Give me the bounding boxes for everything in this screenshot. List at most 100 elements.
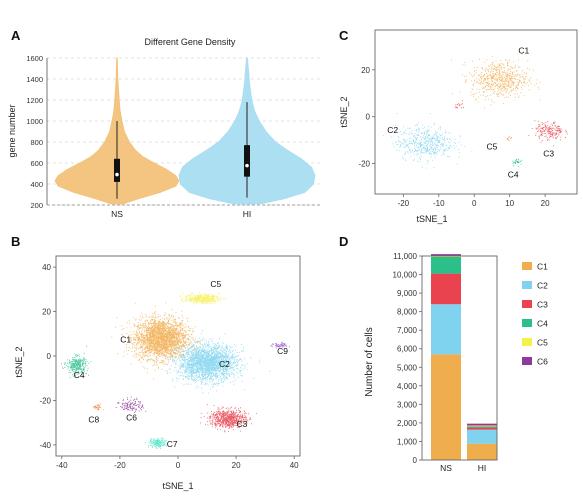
violin-y-tick-label: 1200	[26, 96, 43, 105]
legend-label-c3: C3	[537, 300, 548, 310]
cluster-label-c9: C9	[277, 346, 288, 356]
violin-y-tick-label: 1600	[26, 54, 43, 63]
legend-swatch-c4	[522, 319, 532, 327]
bar-ns-c4	[431, 256, 461, 274]
scatter-y-tick-label: 0	[47, 352, 52, 361]
cluster-label-c4: C4	[74, 370, 85, 380]
bar-frame	[421, 255, 498, 461]
bar-ns-c3	[431, 273, 461, 305]
bar-x-tick-label: NS	[440, 463, 452, 473]
bar-hi-c6	[467, 423, 497, 426]
bar-hi-c4	[467, 426, 497, 428]
violin-y-tick-label: 600	[30, 159, 43, 168]
cluster-label-c6: C6	[126, 412, 137, 422]
scatter-y-tick-label: -20	[358, 160, 370, 169]
bar-y-tick-label: 4,000	[397, 382, 418, 391]
legend-label-c4: C4	[537, 319, 548, 329]
violin-y-tick-label: 200	[30, 201, 43, 210]
legend-swatch-c6	[522, 357, 532, 365]
scatter-cluster-c5	[506, 136, 512, 142]
legend-swatch-c5	[522, 338, 532, 346]
violin-x-tick-label: HI	[243, 209, 252, 219]
panel-letter-d: D	[339, 234, 348, 249]
scatter-cluster-c1	[111, 302, 205, 380]
tsne-all-x-axis-label: tSNE_1	[162, 481, 193, 491]
scatter-x-tick-label: 20	[541, 199, 550, 208]
bar-y-tick-label: 11,000	[393, 252, 417, 261]
scatter-cluster-c4	[61, 345, 92, 379]
scatter-cluster-c7	[144, 437, 167, 449]
bar-hi-c2	[467, 429, 497, 444]
stacked-bar-y-axis-label: Number of cells	[364, 327, 375, 396]
scatter-x-tick-label: -20	[114, 461, 126, 470]
cluster-label-c3: C3	[236, 419, 247, 429]
stacked-bar-chart: 0 1,000 2,000 3,000 4,000 5,000 6,000 7,000 8,00…	[364, 252, 548, 473]
bar-y-tick-label: 10,000	[393, 271, 418, 280]
stacked-bar-series	[431, 254, 497, 460]
tsne-all-y-axis-label: tSNE_2	[14, 346, 24, 377]
bar-y-tick-label: 0	[413, 456, 418, 465]
tsne-all-points	[61, 292, 290, 449]
bar-y-tick-label: 7,000	[397, 326, 418, 335]
bar-x-tick-label: HI	[478, 463, 487, 473]
legend-label-c5: C5	[537, 338, 548, 348]
scatter-x-tick-label: -10	[433, 199, 445, 208]
tsne-hi-chart: -20 -10 0 10 20 -20 0 20 C1 C2 C3 C4 C5 tSNE_1 tSNE…	[339, 29, 578, 224]
legend-swatch-c2	[522, 281, 532, 289]
cluster-label-c8: C8	[88, 415, 99, 425]
violin-axes: 200 400 600 800 1000 1200 1400 1600 NS HI	[26, 54, 320, 219]
cluster-label-c7: C7	[167, 439, 178, 449]
scatter-cluster-c8	[93, 403, 105, 411]
violin-y-tick-label: 1000	[26, 117, 43, 126]
bar-hi-c5	[467, 425, 497, 427]
violin-box-ns	[114, 158, 120, 182]
tsne-hi-x-axis-label: tSNE_1	[416, 214, 447, 224]
cluster-label-c3: C3	[543, 149, 554, 159]
cluster-label-c5: C5	[487, 141, 498, 151]
scatter-x-tick-label: 40	[290, 461, 299, 470]
bar-y-tick-label: 9,000	[397, 289, 418, 298]
violin-y-tick-label: 1400	[26, 75, 43, 84]
scatter-frame	[374, 29, 578, 195]
tsne-all-cluster-labels: C1 C2 C3 C4 C5 C6 C7 C8 C9	[74, 279, 288, 449]
violin-title: Different Gene Density	[145, 37, 236, 47]
legend-swatch-c3	[522, 300, 532, 308]
tsne-hi-y-axis-label: tSNE_2	[339, 96, 349, 127]
scatter-x-tick-label: -40	[56, 461, 68, 470]
scatter-cluster-c1	[451, 53, 541, 109]
bar-ns-c1	[431, 354, 461, 460]
violin-median-ns	[115, 172, 119, 177]
cluster-label-c2: C2	[387, 125, 398, 135]
tsne-hi-cluster-labels: C1 C2 C3 C4 C5	[387, 45, 554, 179]
tsne-hi-points	[382, 53, 568, 169]
bar-y-tick-label: 1,000	[397, 437, 418, 446]
scatter-cluster-c9	[270, 341, 290, 349]
scatter-x-tick-label: 0	[472, 199, 477, 208]
stacked-bar-axes: 0 1,000 2,000 3,000 4,000 5,000 6,000 7,000 8,00…	[393, 252, 498, 473]
bar-hi-c3	[467, 427, 497, 430]
cluster-label-c4: C4	[508, 170, 519, 180]
scatter-cluster-c5	[179, 292, 226, 305]
scatter-x-tick-label: 0	[176, 461, 181, 470]
scatter-cluster-c3	[528, 120, 568, 147]
scatter-x-tick-label: 20	[232, 461, 241, 470]
scatter-y-tick-label: -20	[39, 396, 51, 405]
cluster-label-c5: C5	[210, 279, 221, 289]
violin-chart: Different Gene Density 200 400 600 800 1000 1…	[7, 37, 320, 219]
cluster-label-c1: C1	[518, 45, 529, 55]
scatter-x-tick-label: -20	[398, 199, 410, 208]
scatter-cluster-c6	[454, 100, 464, 109]
scatter-y-tick-label: 20	[42, 308, 51, 317]
stacked-bar-legend: C1 C2 C3 C4 C5 C6	[522, 262, 548, 367]
bar-y-tick-label: 2,000	[397, 419, 418, 428]
bar-y-tick-label: 3,000	[397, 400, 418, 409]
scatter-cluster-c2	[163, 333, 271, 394]
scatter-y-tick-label: 40	[42, 263, 51, 272]
violin-series	[54, 57, 316, 205]
violin-y-axis-label: gene number	[7, 104, 17, 157]
legend-swatch-c1	[522, 262, 532, 270]
violin-box-hi	[244, 145, 250, 177]
bar-y-tick-label: 6,000	[397, 345, 418, 354]
